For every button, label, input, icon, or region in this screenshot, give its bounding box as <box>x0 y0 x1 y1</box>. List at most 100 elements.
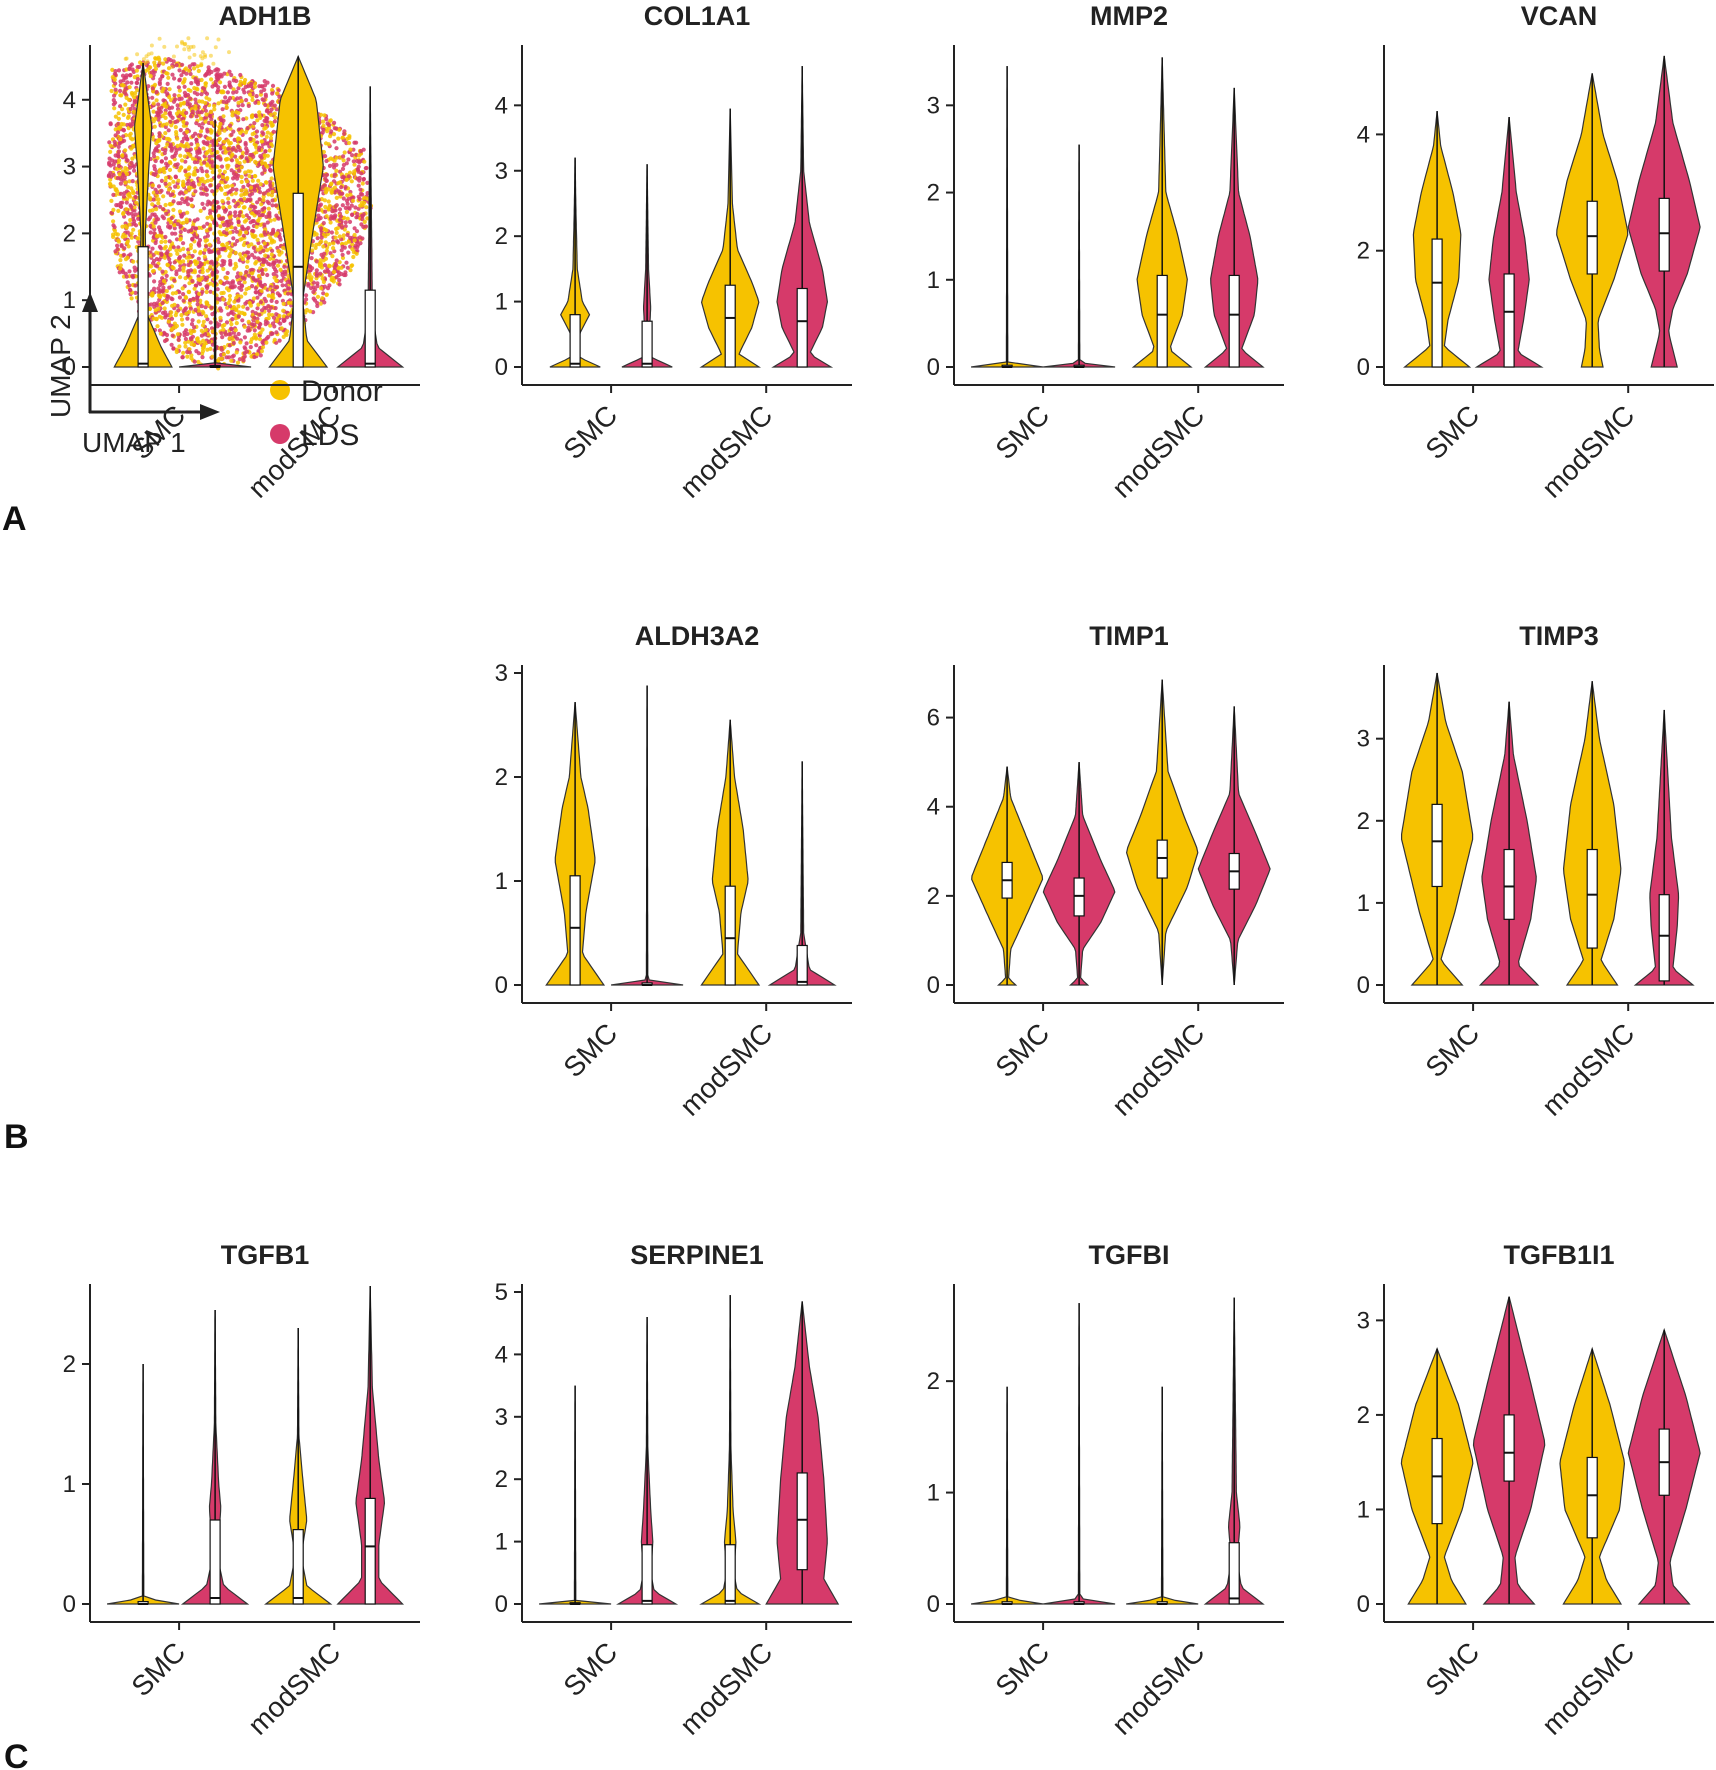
umap-point <box>132 265 137 270</box>
umap-point <box>360 181 365 186</box>
umap-point <box>266 334 271 340</box>
umap-point <box>192 234 197 239</box>
umap-point <box>327 163 333 168</box>
umap-point <box>311 296 316 301</box>
umap-point <box>157 169 162 174</box>
umap-point <box>188 153 193 158</box>
umap-point <box>341 174 346 179</box>
umap-point <box>349 179 354 184</box>
y-tick-label: 2 <box>1357 808 1370 835</box>
umap-point <box>227 204 232 210</box>
umap-point <box>188 96 193 101</box>
umap-point <box>163 111 168 116</box>
umap-point <box>153 148 158 153</box>
umap-point <box>216 174 222 179</box>
umap-point <box>260 271 265 276</box>
umap-point <box>108 149 113 154</box>
umap-point <box>130 119 136 124</box>
umap-point <box>245 264 250 270</box>
umap-point <box>198 129 204 134</box>
umap-point <box>215 200 220 205</box>
umap-point <box>122 138 127 143</box>
umap-point <box>325 286 331 291</box>
umap-point <box>320 296 325 301</box>
umap-point <box>167 257 172 262</box>
umap-point <box>257 337 263 342</box>
umap-point <box>321 119 326 124</box>
umap-point <box>314 259 319 264</box>
umap-point <box>272 111 277 116</box>
umap-point <box>208 183 213 188</box>
umap-point <box>209 305 214 310</box>
umap-point <box>160 269 165 274</box>
umap-point <box>127 179 132 184</box>
umap-point <box>181 292 186 297</box>
boxplot-box <box>1503 1414 1515 1482</box>
umap-point <box>324 117 329 122</box>
umap-point <box>132 219 137 224</box>
umap-point <box>244 179 249 184</box>
umap-point <box>112 77 117 82</box>
umap-point <box>274 330 279 335</box>
umap-point <box>131 259 136 264</box>
umap-point <box>184 295 189 300</box>
umap-point <box>129 80 134 85</box>
umap-point <box>221 266 226 272</box>
umap-point <box>178 153 183 158</box>
umap-point <box>154 56 159 61</box>
umap-point <box>334 168 339 173</box>
umap-point <box>228 96 233 101</box>
umap-point <box>250 271 255 276</box>
umap-point <box>186 289 192 295</box>
umap-point <box>166 187 172 192</box>
umap-point <box>251 137 256 143</box>
umap-point <box>170 303 175 308</box>
legend-lds-swatch <box>270 424 290 444</box>
umap-point <box>227 336 232 341</box>
umap-point <box>251 296 256 301</box>
umap-point <box>225 90 230 95</box>
umap-point <box>329 129 334 134</box>
umap-point <box>270 91 275 96</box>
y-tick-label: 1 <box>63 1471 76 1498</box>
umap-point <box>113 69 118 74</box>
umap-point <box>229 132 234 137</box>
umap-point <box>218 232 223 237</box>
umap-point <box>171 199 176 204</box>
umap-point <box>182 84 187 89</box>
violin-smc-lds <box>621 164 673 368</box>
umap-point <box>210 354 215 359</box>
boxplot-box <box>1586 848 1598 949</box>
umap-point <box>241 358 246 363</box>
umap-point <box>197 123 202 128</box>
umap-point <box>231 198 236 203</box>
umap-point <box>135 88 140 93</box>
umap-point <box>178 229 183 235</box>
umap-point <box>177 68 182 73</box>
umap-point <box>184 148 189 153</box>
umap-point <box>219 187 224 192</box>
umap-point <box>254 290 259 295</box>
x-tick-label: SMC <box>557 1017 623 1083</box>
umap-point <box>168 119 173 124</box>
umap-point <box>192 184 197 189</box>
umap-point <box>343 241 348 246</box>
umap-point <box>192 249 197 254</box>
umap-point <box>154 257 159 262</box>
umap-point <box>166 128 171 133</box>
umap-point <box>163 202 168 208</box>
umap-point <box>311 285 316 290</box>
umap-point <box>344 198 350 203</box>
umap-point <box>286 291 291 296</box>
umap-point <box>274 312 279 317</box>
umap-point <box>221 327 226 332</box>
umap-point <box>364 165 369 171</box>
umap-point <box>179 158 185 163</box>
umap-point <box>341 154 346 159</box>
umap-point <box>260 340 265 345</box>
umap-point <box>239 287 244 292</box>
x-tick-label: modSMC <box>674 1636 778 1740</box>
umap-point <box>266 293 271 298</box>
umap-point <box>147 208 153 213</box>
umap-point <box>338 191 343 196</box>
